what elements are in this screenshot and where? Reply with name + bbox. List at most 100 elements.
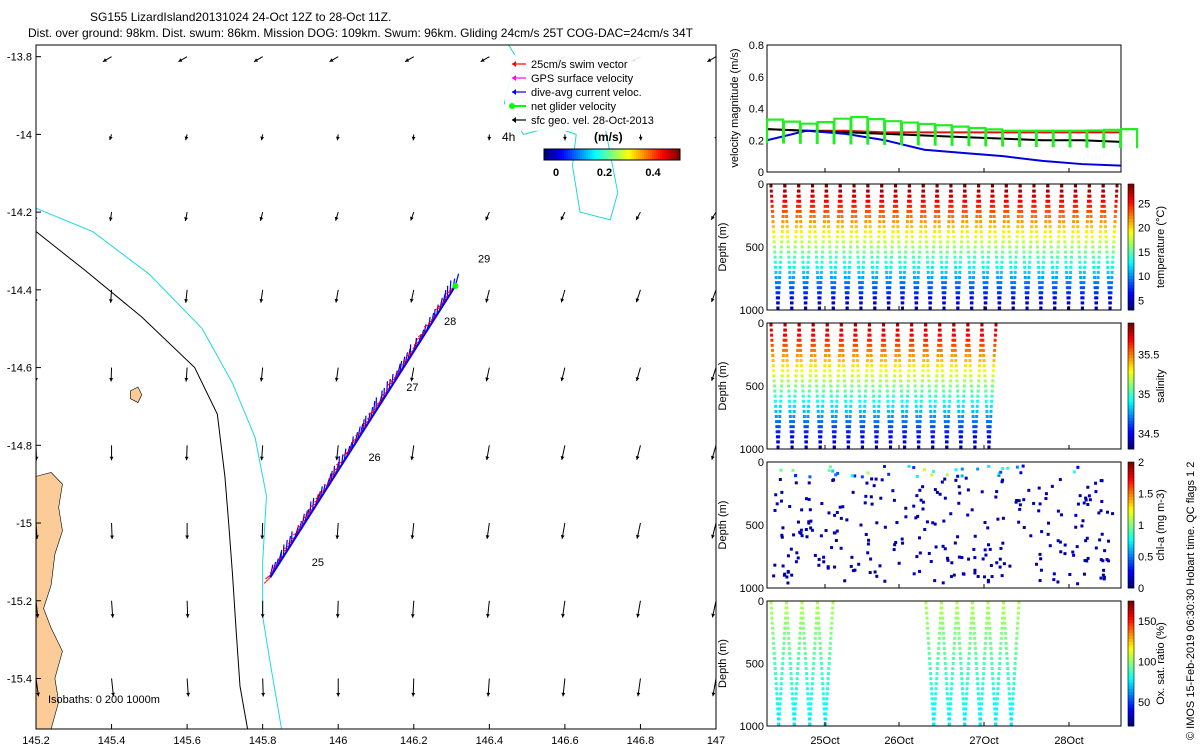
- legend-item: 25cm/s swim vector: [512, 59, 628, 71]
- temperature-point: [888, 276, 892, 279]
- colorbar-tick-label: 0: [1138, 583, 1144, 595]
- temperature-point: [988, 225, 992, 229]
- temperature-point: [1034, 215, 1038, 218]
- colorbar-cell: [616, 149, 619, 160]
- oxygen-point: [827, 667, 831, 671]
- temperature-point: [1115, 184, 1119, 188]
- salinity-point: [911, 343, 915, 347]
- temperature-point: [952, 230, 956, 234]
- temperature-point: [946, 230, 950, 234]
- colorbar-cell: [644, 149, 647, 160]
- chla-point: [933, 488, 937, 492]
- oxygen-point: [1008, 697, 1012, 701]
- salinity-point: [782, 338, 786, 342]
- salinity-point: [908, 359, 912, 363]
- colorbar-cell: [1128, 468, 1134, 472]
- chla-point: [1022, 526, 1026, 530]
- oxygen-point: [933, 707, 937, 711]
- salinity-point: [936, 359, 940, 363]
- temperature-point: [915, 291, 919, 295]
- chla-point: [1101, 573, 1105, 577]
- temperature-point: [814, 250, 818, 254]
- oxygen-point: [956, 621, 960, 625]
- temperature-point: [835, 245, 839, 249]
- salinity-point: [892, 379, 896, 383]
- temperature-point: [850, 215, 854, 218]
- temperature-point: [911, 240, 915, 244]
- salinity-point: [879, 369, 883, 373]
- oxygen-point: [795, 677, 799, 681]
- chla-point: [791, 468, 795, 472]
- colorbar-cell: [1128, 426, 1134, 431]
- temperature-point: [780, 235, 784, 239]
- salinity-point: [962, 389, 966, 393]
- salinity-point: [824, 338, 828, 342]
- salinity-point: [920, 389, 924, 393]
- oxygen-point: [804, 656, 808, 660]
- salinity-point: [787, 399, 791, 403]
- oxygen-point: [976, 682, 980, 686]
- chla-point: [1059, 550, 1063, 554]
- chla-point: [1094, 481, 1098, 485]
- oxygen-point: [812, 656, 816, 660]
- oxygen-point: [944, 677, 948, 681]
- temperature-point: [827, 230, 831, 234]
- temperature-point: [788, 276, 792, 279]
- oxygen-point: [996, 692, 1000, 696]
- salinity-point: [783, 323, 787, 327]
- oxygen-point: [785, 606, 789, 610]
- oxygen-point: [957, 631, 961, 635]
- temperature-point: [1026, 286, 1030, 290]
- chla-point: [1076, 582, 1080, 586]
- temperature-point: [988, 230, 992, 234]
- salinity-point: [801, 389, 805, 393]
- current-arrow: [260, 523, 265, 540]
- chla-point: [866, 542, 870, 546]
- current-arrow: [485, 211, 490, 221]
- temperature-point: [861, 265, 865, 269]
- salinity-point: [960, 425, 964, 429]
- salinity-point: [782, 343, 786, 347]
- temperature-point: [841, 230, 845, 234]
- temperature-point: [967, 255, 971, 259]
- temperature-point: [838, 189, 842, 193]
- oxygen-point: [775, 692, 779, 696]
- salinity-point: [830, 404, 834, 408]
- salinity-point: [805, 435, 809, 439]
- chla-point: [796, 556, 800, 560]
- temperature-point: [869, 235, 873, 239]
- temperature-point: [920, 215, 924, 218]
- temperature-point: [844, 291, 848, 295]
- salinity-point: [900, 394, 904, 398]
- oxygen-point: [992, 692, 996, 696]
- temperature-point: [980, 250, 984, 254]
- chla-point: [1056, 539, 1060, 543]
- colorbar-cell: [640, 149, 643, 160]
- chla-point: [870, 502, 874, 506]
- temperature-point: [1058, 215, 1062, 218]
- salinity-point: [949, 364, 953, 368]
- temperature-point: [1111, 255, 1115, 259]
- salinity-point: [836, 389, 840, 393]
- salinity-point: [984, 394, 988, 398]
- oxygen-point: [1003, 631, 1007, 635]
- chla-point: [921, 507, 925, 511]
- salinity-point: [965, 338, 969, 342]
- oxygen-point: [813, 646, 817, 650]
- temperature-point: [1028, 250, 1032, 254]
- oxygen-point: [994, 717, 998, 721]
- temperature-point: [1024, 291, 1028, 295]
- oxygen-point: [937, 646, 941, 650]
- temperature-point: [922, 189, 926, 193]
- oxygen-point: [776, 707, 780, 711]
- oxygen-point: [932, 717, 936, 721]
- temperature-point: [1081, 301, 1085, 305]
- temperature-point: [1109, 296, 1113, 300]
- temperature-point: [843, 265, 847, 269]
- salinity-point: [930, 425, 934, 429]
- chla-point: [892, 548, 896, 552]
- colorbar-tick-label: 35: [1138, 389, 1150, 401]
- chla-point: [1074, 513, 1078, 517]
- temperature-point: [1067, 296, 1071, 300]
